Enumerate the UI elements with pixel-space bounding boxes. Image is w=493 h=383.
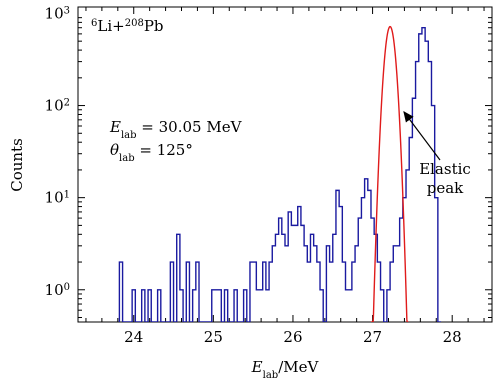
arrow-label-line1: Elastic (419, 160, 471, 178)
tick-label-group: 24 25 26 27 28 100 101 102 103 (45, 4, 462, 346)
elastic-peak-arrow (403, 111, 441, 161)
y-tick-label: 103 (45, 4, 70, 22)
y-tick-label: 101 (45, 189, 70, 207)
y-axis-title: Counts (8, 138, 26, 192)
plot-frame (77, 6, 493, 323)
x-tick-label: 28 (443, 328, 462, 346)
energy-annotation: Elab = 30.05 MeV (109, 118, 243, 141)
x-tick-label: 26 (283, 328, 302, 346)
x-axis-title: Elab/MeV (251, 358, 320, 381)
gaussian-fit-series (370, 25, 409, 322)
tick-group (78, 7, 492, 322)
histogram-series (118, 27, 442, 322)
reaction-label: 6Li+208Pb (91, 17, 164, 35)
x-tick-label: 24 (124, 328, 143, 346)
arrow-label-line2: peak (427, 179, 464, 197)
angle-annotation: θlab = 125° (110, 141, 193, 164)
y-tick-label: 100 (45, 281, 70, 299)
x-tick-label: 27 (363, 328, 382, 346)
y-tick-label: 102 (45, 97, 70, 115)
x-tick-label: 25 (204, 328, 223, 346)
